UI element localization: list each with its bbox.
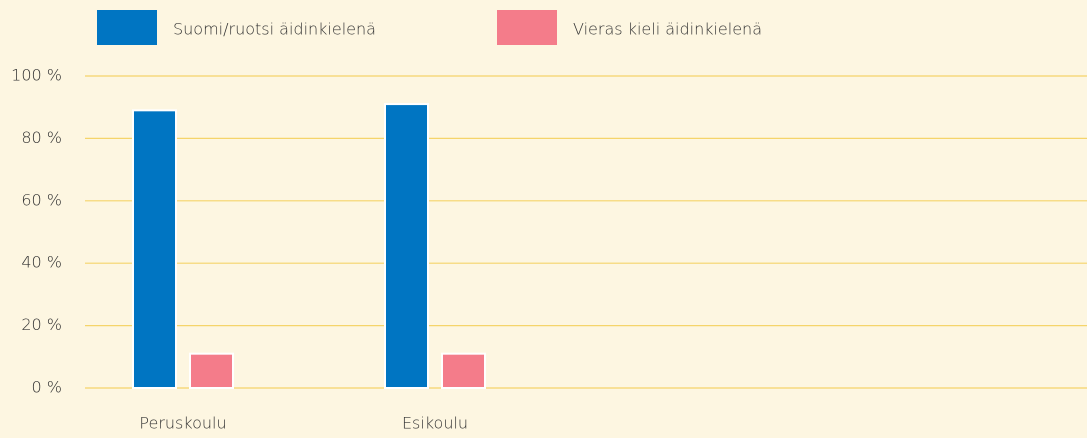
legend-swatch bbox=[97, 10, 157, 45]
bar bbox=[189, 352, 234, 389]
y-tick-label: 60 % bbox=[21, 190, 62, 209]
y-tick-label: 0 % bbox=[32, 378, 62, 397]
y-tick-label: 40 % bbox=[21, 253, 62, 272]
bar bbox=[441, 352, 486, 389]
x-tick-label: Esikoulu bbox=[402, 414, 468, 433]
bar bbox=[384, 103, 429, 390]
legend-label: Suomi/ruotsi äidinkielenä bbox=[173, 20, 376, 39]
legend-label: Vieras kieli äidinkielenä bbox=[573, 20, 762, 39]
y-tick-label: 20 % bbox=[21, 315, 62, 334]
y-tick-label: 100 % bbox=[11, 66, 62, 85]
y-tick-label: 80 % bbox=[21, 128, 62, 147]
x-tick-label: Peruskoulu bbox=[139, 414, 226, 433]
legend-swatch bbox=[497, 10, 557, 45]
bar bbox=[132, 109, 177, 389]
